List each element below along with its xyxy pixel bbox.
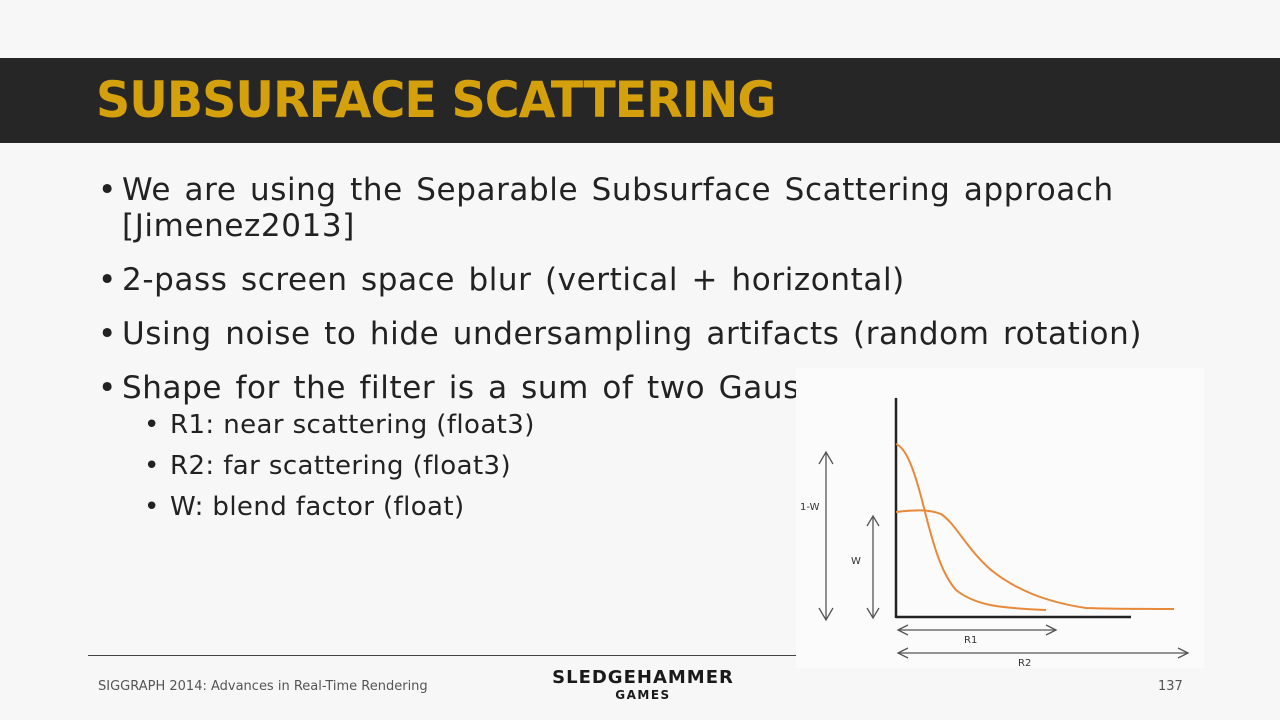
footer-divider (88, 655, 796, 656)
footer-conference: SIGGRAPH 2014: Advances in Real-Time Ren… (98, 679, 428, 694)
arrow-r2 (896, 647, 1190, 659)
sub-bullet-item: R2: far scattering (float3) (144, 451, 1158, 481)
title-bar: SUBSURFACE SCATTERING (0, 58, 1280, 143)
arrow-r1 (896, 624, 1058, 636)
label-w: W (851, 556, 861, 567)
sub-bullet-item: R1: near scattering (float3) (144, 410, 1158, 440)
bullet-item: We are using the Separable Subsurface Sc… (98, 172, 1158, 244)
slide-title: SUBSURFACE SCATTERING (96, 71, 776, 129)
arrow-1w (818, 450, 834, 622)
logo-line-2: GAMES (615, 688, 671, 702)
gaussian-sketch-figure: 1-W W R1 R2 (796, 368, 1204, 669)
label-r2: R2 (1018, 658, 1031, 668)
label-1w: 1-W (800, 502, 820, 513)
bullet-item: Shape for the filter is a sum of two Gau… (98, 370, 1158, 406)
sub-bullet-item: W: blend factor (float) (144, 492, 1158, 522)
bullet-item: Using noise to hide undersampling artifa… (98, 316, 1158, 352)
bullet-list: We are using the Separable Subsurface Sc… (98, 172, 1158, 533)
logo-line-1: SLEDGEHAMMER (552, 667, 734, 688)
gaussian-sketch: 1-W W R1 R2 (800, 398, 1190, 669)
far-gaussian-curve (895, 509, 1175, 610)
page-number: 137 (1158, 679, 1183, 694)
near-gaussian-curve (895, 443, 1047, 611)
label-r1: R1 (964, 635, 977, 646)
sub-bullet-list: R1: near scattering (float3) R2: far sca… (144, 410, 1158, 522)
sledgehammer-logo: SLEDGEHAMMER GAMES (540, 667, 746, 703)
arrow-w (866, 514, 880, 620)
bullet-item: 2-pass screen space blur (vertical + hor… (98, 262, 1158, 298)
